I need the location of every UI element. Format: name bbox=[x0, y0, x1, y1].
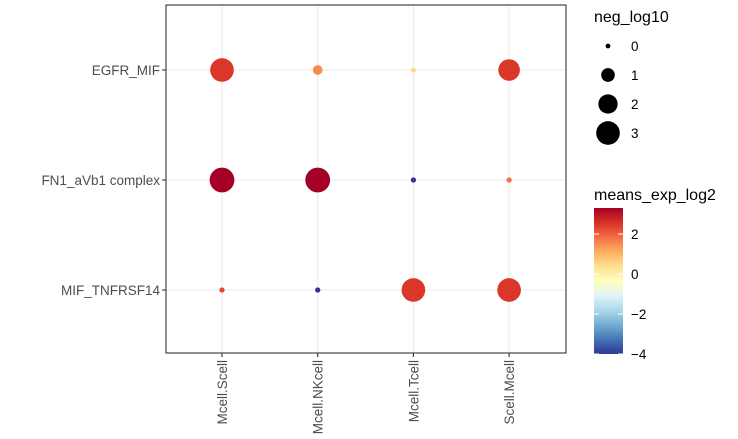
point-mif-tnfrsf14-scell-mcell bbox=[497, 278, 521, 302]
point-fn1-avb1-complex-mcell-scell bbox=[209, 167, 235, 193]
size-legend-key bbox=[598, 94, 618, 114]
size-legend-key bbox=[605, 43, 611, 49]
size-legend-label: 3 bbox=[631, 126, 639, 141]
color-legend-label: −2 bbox=[631, 307, 646, 322]
color-legend-label: 2 bbox=[631, 227, 639, 242]
point-egfr-mif-mcell-nkcell bbox=[312, 65, 323, 75]
color-legend-label: 0 bbox=[631, 267, 639, 282]
y-tick-label: EGFR_MIF bbox=[92, 63, 160, 78]
point-mif-tnfrsf14-mcell-tcell bbox=[401, 278, 426, 302]
x-tick-label: Mcell.NKcell bbox=[311, 360, 326, 434]
point-mif-tnfrsf14-mcell-scell bbox=[219, 287, 225, 293]
size-legend-label: 2 bbox=[631, 97, 639, 112]
y-tick-label: FN1_aVb1 complex bbox=[41, 173, 160, 188]
color-legend-label: −4 bbox=[631, 347, 647, 362]
size-legend: neg_log10 0 1 2 3 bbox=[594, 9, 669, 145]
size-legend-title: neg_log10 bbox=[594, 9, 669, 26]
point-fn1-avb1-complex-mcell-tcell bbox=[410, 177, 417, 183]
x-axis: Mcell.Scell Mcell.NKcell Mcell.Tcell Scell.… bbox=[215, 353, 517, 434]
point-egfr-mif-scell-mcell bbox=[498, 59, 520, 81]
size-legend-label: 1 bbox=[631, 68, 639, 83]
point-fn1-avb1-complex-mcell-nkcell bbox=[305, 167, 331, 193]
y-axis: EGFR_MIF FN1_aVb1 complex MIF_TNFRSF14 bbox=[41, 63, 166, 298]
x-tick-label: Mcell.Scell bbox=[215, 360, 230, 425]
point-egfr-mif-mcell-tcell bbox=[411, 67, 416, 73]
plot-border bbox=[165, 4, 567, 354]
data-points bbox=[209, 58, 521, 302]
x-tick-label: Scell.Mcell bbox=[502, 360, 517, 425]
point-egfr-mif-mcell-scell bbox=[210, 58, 234, 82]
size-legend-key bbox=[596, 121, 620, 145]
size-legend-key bbox=[601, 68, 615, 82]
x-tick-label: Mcell.Tcell bbox=[406, 360, 421, 422]
point-mif-tnfrsf14-mcell-nkcell bbox=[315, 287, 321, 293]
y-tick-label: MIF_TNFRSF14 bbox=[61, 283, 161, 298]
color-legend-title: means_exp_log2 bbox=[594, 187, 716, 204]
size-legend-label: 0 bbox=[631, 39, 639, 54]
point-fn1-avb1-complex-scell-mcell bbox=[506, 177, 512, 183]
color-bar bbox=[594, 208, 623, 354]
color-legend: means_exp_log2 2 0 −2 −4 bbox=[594, 187, 716, 362]
